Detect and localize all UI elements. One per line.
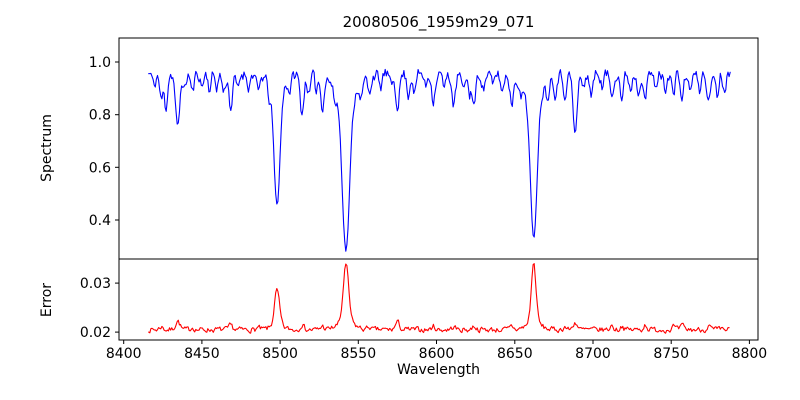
y-tick-label: 0.02: [80, 325, 111, 341]
panel-frame-error: [118, 258, 759, 341]
y-tick-label: 0.03: [80, 276, 111, 292]
chart-title: 20080506_1959m29_071: [342, 13, 535, 31]
x-tick-label: 8750: [653, 346, 689, 362]
spectrum-line: [148, 68, 731, 252]
x-tick-label: 8700: [575, 346, 611, 362]
y-tick-label: 0.8: [89, 108, 111, 124]
x-tick-label: 8600: [419, 346, 455, 362]
y-axis-label-spectrum: Spectrum: [39, 114, 55, 182]
y-tick-label: 0.4: [89, 213, 111, 229]
x-tick-label: 8550: [340, 346, 376, 362]
x-tick-label: 8650: [497, 346, 533, 362]
panel-frame-spectrum: [118, 37, 759, 260]
y-axis-label-error: Error: [39, 282, 55, 318]
error-line: [148, 263, 730, 334]
x-tick-label: 8450: [184, 346, 220, 362]
x-tick-label: 8800: [732, 346, 768, 362]
x-axis-label: Wavelength: [396, 362, 481, 378]
y-tick-label: 1.0: [89, 55, 111, 71]
y-tick-label: 0.6: [89, 160, 111, 176]
x-tick-label: 8400: [106, 346, 142, 362]
x-tick-label: 8500: [262, 346, 298, 362]
